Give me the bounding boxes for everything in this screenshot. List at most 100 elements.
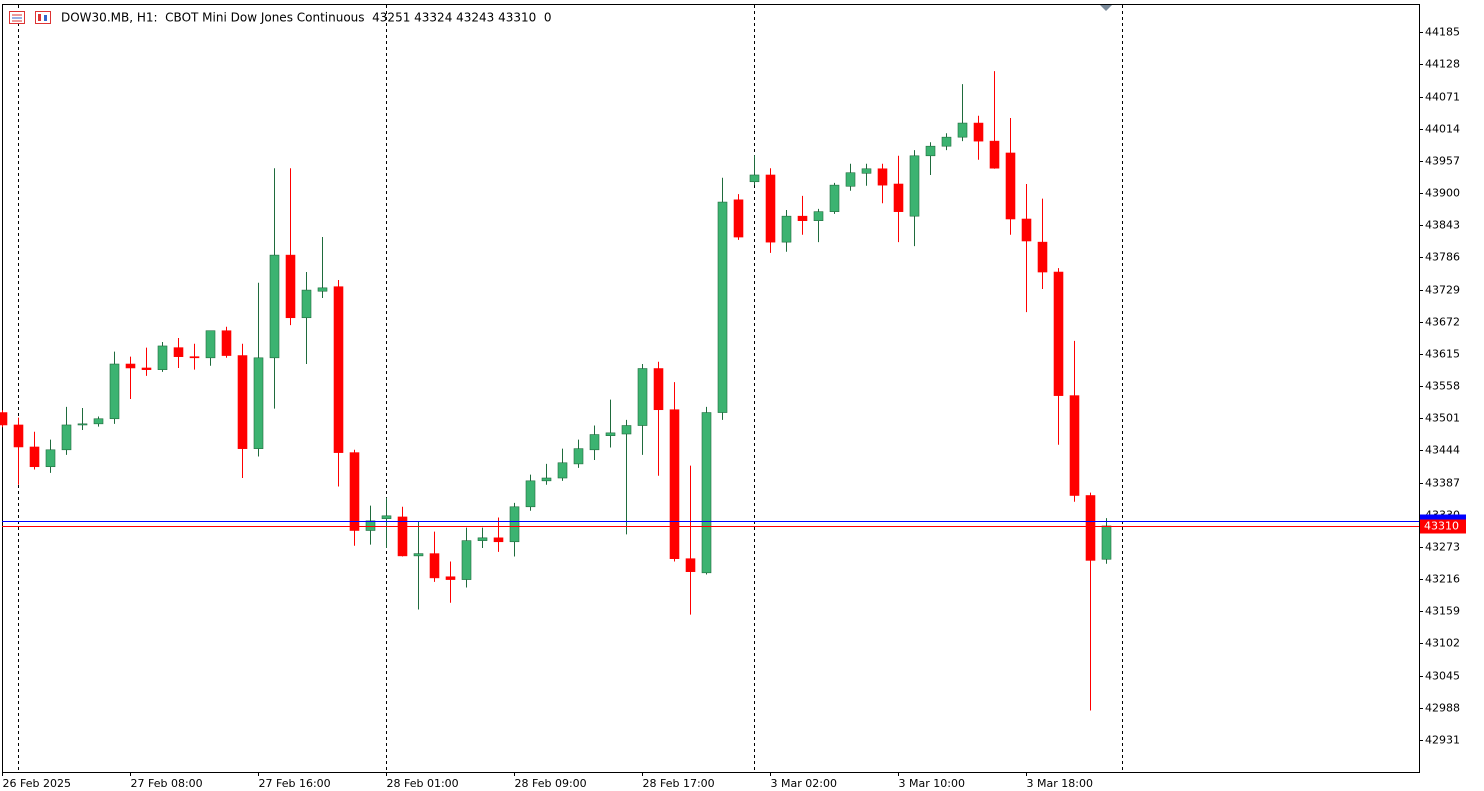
- candle-body: [397, 516, 408, 557]
- candle-body: [189, 356, 200, 359]
- candle-body: [429, 553, 440, 579]
- candle-body: [701, 412, 712, 574]
- candle-body: [125, 363, 136, 369]
- candle-body: [109, 363, 120, 420]
- y-tick-label: 43957: [1425, 155, 1460, 168]
- candle-body: [717, 201, 728, 413]
- candle-body: [1085, 495, 1096, 561]
- candle-body: [269, 254, 280, 359]
- candle-body: [861, 168, 872, 174]
- y-tick-label: 43672: [1425, 316, 1460, 329]
- x-tick-label: 27 Feb 08:00: [131, 777, 203, 790]
- candle-body: [237, 355, 248, 449]
- candle-body: [0, 412, 8, 426]
- candle-body: [77, 423, 88, 426]
- candle-body: [765, 174, 776, 243]
- candle-body: [605, 432, 616, 436]
- candle-body: [141, 367, 152, 370]
- candle-body: [733, 199, 744, 238]
- candle-body: [621, 425, 632, 435]
- candle-body: [525, 480, 536, 508]
- y-tick-label: 44128: [1425, 58, 1460, 71]
- x-tick-label: 3 Mar 18:00: [1027, 777, 1093, 790]
- y-tick-label: 43159: [1425, 605, 1460, 618]
- icon-bar: [38, 14, 41, 21]
- x-tick-label: 26 Feb 2025: [3, 777, 71, 790]
- y-tick-label: 43444: [1425, 444, 1460, 457]
- x-tick-label: 27 Feb 16:00: [259, 777, 331, 790]
- candle-body: [413, 553, 424, 557]
- y-tick-label: 43900: [1425, 187, 1460, 200]
- candle-body: [909, 155, 920, 217]
- y-tick-label: 43786: [1425, 251, 1460, 264]
- candle-body: [925, 145, 936, 157]
- y-tick-label: 42988: [1425, 702, 1460, 715]
- candle-body: [797, 215, 808, 221]
- y-tick-label: 42931: [1425, 734, 1460, 747]
- y-tick-label: 44014: [1425, 123, 1460, 136]
- icon: [35, 11, 51, 24]
- candle-body: [989, 140, 1000, 169]
- y-tick-label: 44071: [1425, 91, 1460, 104]
- candle-body: [1005, 152, 1016, 220]
- x-tick-label: 28 Feb 01:00: [387, 777, 459, 790]
- candle-body: [61, 424, 72, 451]
- candle-body: [317, 287, 328, 292]
- candle-body: [973, 122, 984, 142]
- icon-bar: [44, 15, 47, 21]
- y-tick-label: 43501: [1425, 412, 1460, 425]
- candle-body: [941, 136, 952, 147]
- x-tick-label: 28 Feb 09:00: [515, 777, 587, 790]
- candle-body: [365, 520, 376, 531]
- y-tick-label: 43216: [1425, 573, 1460, 586]
- candle-body: [1101, 525, 1112, 560]
- candle-body: [509, 506, 520, 543]
- chart-title: DOW30.MB, H1: CBOT Mini Dow Jones Contin…: [61, 11, 552, 25]
- bid-label-box: [1420, 519, 1466, 534]
- candle-body: [381, 515, 392, 519]
- candle-body: [493, 537, 504, 543]
- candle-body: [685, 558, 696, 572]
- candle-body: [589, 434, 600, 451]
- x-tick-label: 3 Mar 02:00: [771, 777, 837, 790]
- candle-body: [253, 357, 264, 449]
- header-icons: [9, 11, 51, 24]
- period-separators: [18, 5, 1123, 772]
- candle-body: [29, 446, 40, 468]
- candle-body: [205, 330, 216, 359]
- candle-body: [781, 215, 792, 243]
- candle-body: [957, 122, 968, 138]
- candle-body: [285, 254, 296, 319]
- x-tick-label: 28 Feb 17:00: [643, 777, 715, 790]
- candle-body: [829, 184, 840, 212]
- candle-body: [637, 368, 648, 426]
- y-tick-label: 43273: [1425, 541, 1460, 554]
- candle-body: [13, 424, 24, 448]
- candle-body: [301, 289, 312, 319]
- candle-body: [461, 540, 472, 580]
- candle-body: [845, 172, 856, 187]
- candle-body: [349, 452, 360, 531]
- candle-body: [669, 409, 680, 559]
- candle-body: [221, 330, 232, 356]
- candle-body: [1037, 241, 1048, 273]
- y-tick-label: 43558: [1425, 380, 1460, 393]
- candle-body: [173, 347, 184, 357]
- candle-body: [893, 183, 904, 212]
- candle-body: [1021, 218, 1032, 242]
- ask-label-box: [1420, 514, 1466, 522]
- y-tick-label: 43615: [1425, 348, 1460, 361]
- candle-body: [93, 418, 104, 425]
- candle-body: [157, 345, 168, 370]
- candle-body: [45, 449, 56, 468]
- candle-body: [653, 368, 664, 411]
- x-tick-label: 3 Mar 10:00: [899, 777, 965, 790]
- candle-body: [541, 477, 552, 482]
- plot-frame: [2, 4, 1420, 773]
- candle-body: [813, 211, 824, 221]
- candle-body: [557, 462, 568, 479]
- y-tick-label: 43102: [1425, 637, 1460, 650]
- bid-label: 43310: [1424, 520, 1459, 533]
